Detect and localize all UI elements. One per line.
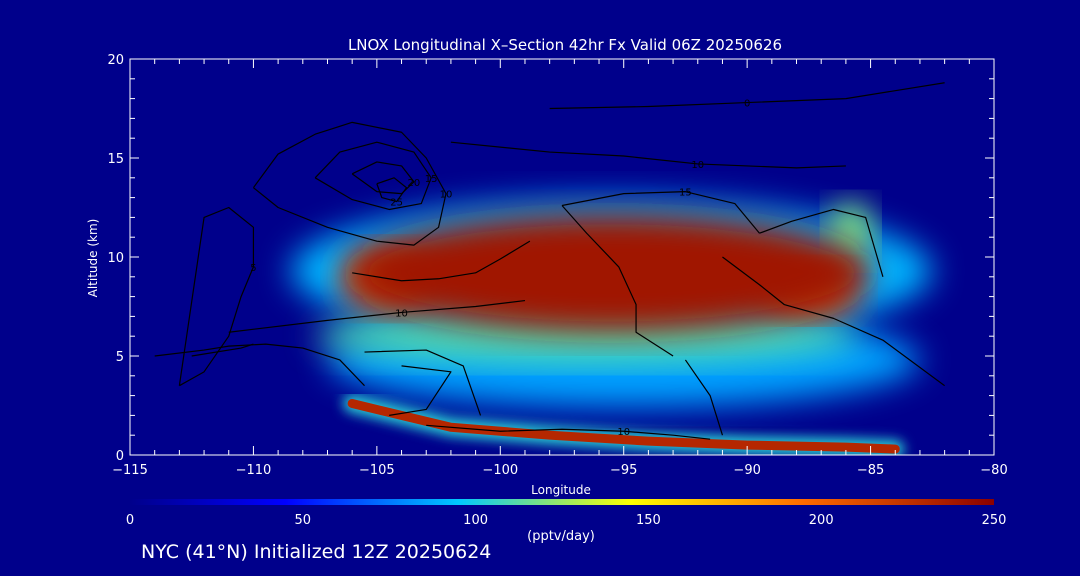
contour-label-1: 10 — [440, 190, 453, 201]
contour-16 — [154, 343, 365, 387]
y-tick-label: 0 — [116, 449, 124, 464]
contour-3 — [351, 161, 415, 195]
contour-14 — [389, 365, 452, 416]
x-tick-label: −80 — [980, 463, 1007, 478]
init-info: NYC (41°N) Initialized 12Z 20250624 — [141, 541, 492, 563]
contour-4 — [376, 177, 408, 203]
contour-label-11: 10 — [395, 308, 408, 319]
y-tick-label: 5 — [116, 350, 124, 365]
x-tick-label: −90 — [733, 463, 760, 478]
contour-1 — [252, 121, 447, 246]
lnox-heatmap — [290, 199, 933, 455]
contour-10 — [759, 208, 884, 277]
colorbar-tick-label: 0 — [126, 513, 134, 528]
contour-12 — [352, 240, 531, 282]
x-tick-label: −110 — [236, 463, 272, 478]
contour-17 — [191, 343, 254, 357]
x-tick-label: −95 — [610, 463, 637, 478]
x-tick-label: −115 — [112, 463, 148, 478]
contour-7 — [561, 191, 760, 234]
colorbar-tick-label: 100 — [463, 513, 488, 528]
contour-6 — [549, 82, 945, 110]
colorbar-label: (pptv/day) — [527, 529, 595, 544]
chart-title: LNOX Longitudinal X–Section 42hr Fx Vali… — [348, 36, 782, 54]
contour-label-3: 20 — [408, 178, 421, 189]
contour-8 — [561, 205, 674, 357]
colorbar-tick-label: 50 — [295, 513, 312, 528]
contour-label-4: 25 — [390, 198, 403, 209]
contour-9 — [722, 256, 945, 387]
contour-label-5: 10 — [691, 160, 704, 171]
contour-label-0: 5 — [250, 263, 256, 274]
contour-15 — [426, 424, 711, 440]
x-axis-label: Longitude — [531, 483, 591, 497]
colorbar-ticks: 0 50 100 150 200 250 — [126, 513, 1007, 528]
x-tick-label: −105 — [359, 463, 395, 478]
contour-5 — [450, 141, 846, 169]
heat-blob-6 — [352, 213, 871, 333]
colorbar-tick-label: 250 — [982, 513, 1007, 528]
contour-label-15: 10 — [617, 427, 630, 438]
colorbar-tick-label: 150 — [636, 513, 661, 528]
x-tick-label: −85 — [857, 463, 884, 478]
contour-label-2: 15 — [425, 174, 438, 185]
y-tick-label: 20 — [107, 53, 124, 68]
colorbar — [130, 499, 994, 505]
contour-11 — [228, 299, 526, 333]
x-tick-label: −100 — [482, 463, 518, 478]
y-axis-label: Altitude (km) — [86, 219, 100, 298]
contour-13 — [364, 349, 482, 416]
contour-2 — [314, 141, 432, 211]
colorbar-tick-label: 200 — [809, 513, 834, 528]
contour-18 — [684, 359, 724, 436]
contour-label-7: 15 — [679, 188, 692, 199]
contour-0 — [178, 206, 255, 387]
y-tick-label: 10 — [107, 251, 124, 266]
contour-label-6: 0 — [744, 99, 750, 110]
y-tick-label: 15 — [107, 152, 124, 167]
